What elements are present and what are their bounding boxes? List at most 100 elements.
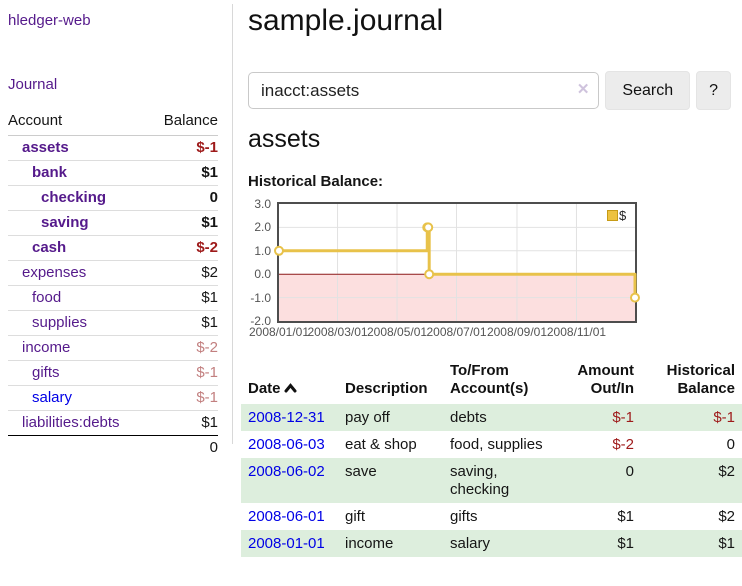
y-tick-label: -1.0 bbox=[250, 290, 271, 305]
account-balance: $-1 bbox=[196, 139, 218, 156]
account-rows: assets $-1 bank $1 checking 0 saving $1 cash $-2 e… bbox=[8, 136, 218, 436]
y-tick-label: 2.0 bbox=[254, 220, 271, 235]
sidebar-account-assets[interactable]: assets bbox=[22, 139, 69, 156]
account-balance: $1 bbox=[149, 310, 218, 336]
nav-journal-link[interactable]: Journal bbox=[8, 76, 58, 93]
transaction-description: income bbox=[345, 535, 394, 552]
sidebar-account-liabilities-debts[interactable]: liabilities:debts bbox=[22, 414, 120, 431]
transaction-description: pay off bbox=[345, 409, 390, 426]
account-row: income $-2 bbox=[8, 335, 218, 361]
transaction-date-link[interactable]: 2008-06-02 bbox=[248, 463, 325, 480]
transaction-balance: $-1 bbox=[713, 409, 735, 426]
app-title-link[interactable]: hledger-web bbox=[8, 12, 91, 29]
register-row: 2008-06-02 save saving, checking 0 $2 bbox=[241, 458, 742, 503]
clear-search-icon[interactable]: ✕ bbox=[576, 81, 590, 98]
account-balance: $1 bbox=[149, 410, 218, 436]
chart-title: Historical Balance: bbox=[248, 173, 384, 190]
account-row: bank $1 bbox=[8, 160, 218, 186]
legend-swatch-icon bbox=[607, 210, 618, 221]
accounts-table: Account Balance assets $-1 bank $1 checking 0… bbox=[8, 108, 218, 460]
search-input[interactable] bbox=[248, 72, 600, 109]
balance-chart-svg bbox=[274, 204, 640, 321]
account-row: liabilities:debts $1 bbox=[8, 410, 218, 436]
account-balance: $1 bbox=[149, 160, 218, 186]
transaction-description: save bbox=[345, 463, 377, 480]
sidebar-account-expenses[interactable]: expenses bbox=[22, 264, 87, 281]
legend-label: $ bbox=[619, 208, 627, 223]
account-row: cash $-2 bbox=[8, 235, 218, 261]
main-content: sample.journal ✕ Search ? assets Histori… bbox=[233, 4, 742, 557]
account-row: salary $-1 bbox=[8, 385, 218, 411]
page-title: sample.journal bbox=[248, 4, 444, 37]
help-button[interactable]: ? bbox=[696, 71, 731, 110]
x-tick-label: 2008/09/01 bbox=[486, 325, 547, 339]
transaction-balance: $2 bbox=[718, 463, 735, 480]
account-balance: $-2 bbox=[149, 335, 218, 361]
transaction-date-link[interactable]: 2008-12-31 bbox=[248, 409, 325, 426]
transaction-accounts: debts bbox=[450, 409, 487, 426]
transaction-date-link[interactable]: 2008-06-01 bbox=[248, 508, 325, 525]
transaction-date-link[interactable]: 2008-06-03 bbox=[248, 436, 325, 453]
register-rows: 2008-12-31 pay off debts $-1 $-1 2008-06-03 ea… bbox=[241, 404, 742, 557]
transaction-date: 2008-06-01 bbox=[241, 503, 338, 530]
sidebar-account-gifts[interactable]: gifts bbox=[32, 364, 60, 381]
accounts-total-balance: 0 bbox=[149, 435, 218, 460]
plot-area bbox=[274, 202, 640, 323]
accounts-total-row: 0 bbox=[8, 435, 218, 460]
transaction-amount: $1 bbox=[617, 535, 634, 552]
y-tick-label: 1.0 bbox=[254, 243, 271, 258]
sidebar-account-supplies[interactable]: supplies bbox=[32, 314, 88, 331]
transaction-date: 2008-12-31 bbox=[241, 404, 338, 431]
transaction-amount: 0 bbox=[625, 463, 634, 480]
register-header-row: Date Description To/From Account(s) Amou… bbox=[241, 358, 742, 404]
account-row: expenses $2 bbox=[8, 260, 218, 286]
transaction-accounts: saving, checking bbox=[450, 463, 510, 498]
transaction-balance: 0 bbox=[726, 436, 735, 453]
account-row: assets $-1 bbox=[8, 136, 218, 161]
register-row: 2008-12-31 pay off debts $-1 $-1 bbox=[241, 404, 742, 431]
y-tick-label: -2.0 bbox=[250, 314, 271, 328]
transaction-accounts: food, supplies bbox=[450, 436, 543, 453]
transaction-accounts: salary bbox=[450, 535, 491, 552]
search-form: ✕ Search ? bbox=[248, 71, 731, 110]
account-balance: $-1 bbox=[149, 360, 218, 386]
sidebar-account-checking[interactable]: checking bbox=[41, 189, 107, 206]
sidebar-account-cash[interactable]: cash bbox=[32, 239, 67, 256]
accounts-header-row: Account Balance bbox=[8, 108, 218, 136]
y-tick-label: 3.0 bbox=[254, 197, 271, 211]
x-tick-label: 2008/05/01 bbox=[366, 325, 428, 339]
account-balance: 0 bbox=[149, 185, 218, 211]
y-tick-label: 0.0 bbox=[254, 267, 271, 282]
account-balance: $-1 bbox=[149, 385, 218, 411]
sidebar-account-income[interactable]: income bbox=[22, 339, 71, 356]
account-balance: $2 bbox=[149, 260, 218, 286]
transaction-description: eat & shop bbox=[345, 436, 417, 453]
sidebar-account-saving[interactable]: saving bbox=[41, 214, 89, 231]
transaction-date: 2008-06-02 bbox=[241, 458, 338, 503]
account-row: food $1 bbox=[8, 285, 218, 311]
account-heading: assets bbox=[248, 125, 321, 153]
historical-balance-chart: 3.0 2.0 1.0 0.0 -1.0 -2.0 $ 2008/01/01 2008/03… bbox=[248, 196, 742, 346]
register-table: Date Description To/From Account(s) Amou… bbox=[241, 358, 742, 557]
sort-ascending-icon bbox=[284, 383, 297, 393]
account-row: supplies $1 bbox=[8, 310, 218, 336]
transaction-balance: $1 bbox=[718, 535, 735, 552]
sidebar-account-food[interactable]: food bbox=[32, 289, 62, 306]
register-row: 2008-01-01 income salary $1 $1 bbox=[241, 530, 742, 557]
account-row: gifts $-1 bbox=[8, 360, 218, 386]
sidebar-account-salary[interactable]: salary bbox=[32, 389, 73, 406]
register-row: 2008-06-01 gift gifts $1 $2 bbox=[241, 503, 742, 530]
search-box: ✕ bbox=[248, 72, 600, 109]
x-tick-label: 2008/03/01 bbox=[307, 325, 368, 339]
transaction-description: gift bbox=[345, 508, 366, 525]
transaction-accounts: gifts bbox=[450, 508, 478, 525]
register-header-description: Description bbox=[345, 380, 428, 397]
account-balance: $1 bbox=[149, 285, 218, 311]
register-header-balance: Historical Balance bbox=[666, 362, 735, 397]
search-button[interactable]: Search bbox=[605, 71, 691, 110]
transaction-date-link[interactable]: 2008-01-01 bbox=[248, 535, 325, 552]
register-header-amount: Amount Out/In bbox=[577, 362, 634, 397]
register-header-date[interactable]: Date bbox=[241, 358, 338, 404]
transaction-date: 2008-01-01 bbox=[241, 530, 338, 557]
sidebar-account-bank[interactable]: bank bbox=[32, 164, 68, 181]
